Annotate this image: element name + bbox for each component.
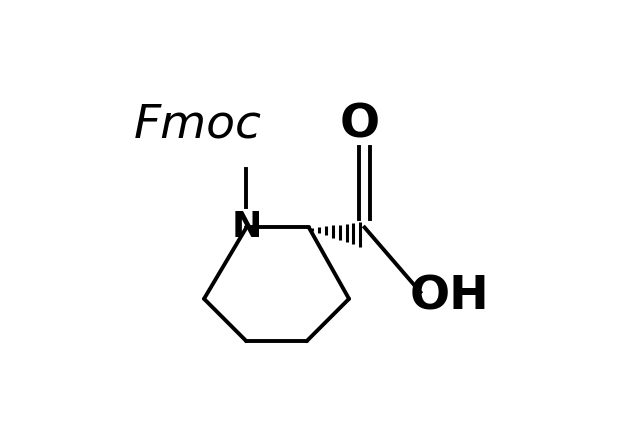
Text: N: N bbox=[231, 211, 262, 244]
Text: O: O bbox=[340, 103, 380, 147]
Text: OH: OH bbox=[410, 274, 489, 319]
Text: Fmoc: Fmoc bbox=[133, 103, 261, 147]
